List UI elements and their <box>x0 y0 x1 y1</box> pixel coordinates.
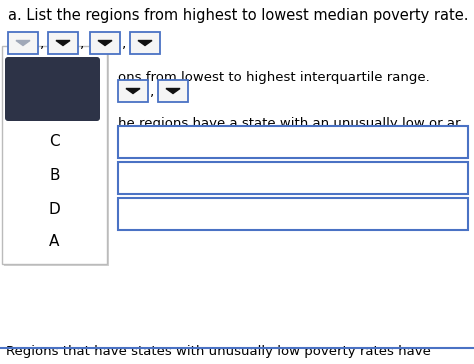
Polygon shape <box>126 88 140 94</box>
FancyBboxPatch shape <box>90 32 120 54</box>
Text: B: B <box>49 169 60 183</box>
Polygon shape <box>16 40 30 46</box>
Text: he regions have a state with an unusually low or ar: he regions have a state with an unusuall… <box>118 118 461 131</box>
Polygon shape <box>98 40 112 46</box>
FancyBboxPatch shape <box>2 46 107 264</box>
Text: ons from lowest to highest interquartile range.: ons from lowest to highest interquartile… <box>118 71 430 84</box>
FancyBboxPatch shape <box>5 57 100 121</box>
FancyBboxPatch shape <box>48 32 78 54</box>
Text: Regions that have states with unusually low poverty rates have: Regions that have states with unusually … <box>6 345 431 358</box>
Polygon shape <box>166 88 180 94</box>
Text: a. List the regions from highest to lowest median poverty rate.: a. List the regions from highest to lowe… <box>8 8 468 23</box>
Text: ,: , <box>40 36 45 50</box>
FancyBboxPatch shape <box>4 48 109 266</box>
FancyBboxPatch shape <box>130 32 160 54</box>
Polygon shape <box>138 40 152 46</box>
FancyBboxPatch shape <box>118 80 148 102</box>
FancyBboxPatch shape <box>118 198 468 230</box>
FancyBboxPatch shape <box>118 162 468 194</box>
Text: ,: , <box>122 36 127 50</box>
FancyBboxPatch shape <box>158 80 188 102</box>
Text: A: A <box>49 234 60 249</box>
FancyBboxPatch shape <box>118 126 468 158</box>
Polygon shape <box>56 40 70 46</box>
Text: D: D <box>49 202 60 217</box>
Text: ,: , <box>150 84 155 98</box>
FancyBboxPatch shape <box>8 32 38 54</box>
Text: C: C <box>49 134 60 149</box>
Text: ,: , <box>80 36 84 50</box>
